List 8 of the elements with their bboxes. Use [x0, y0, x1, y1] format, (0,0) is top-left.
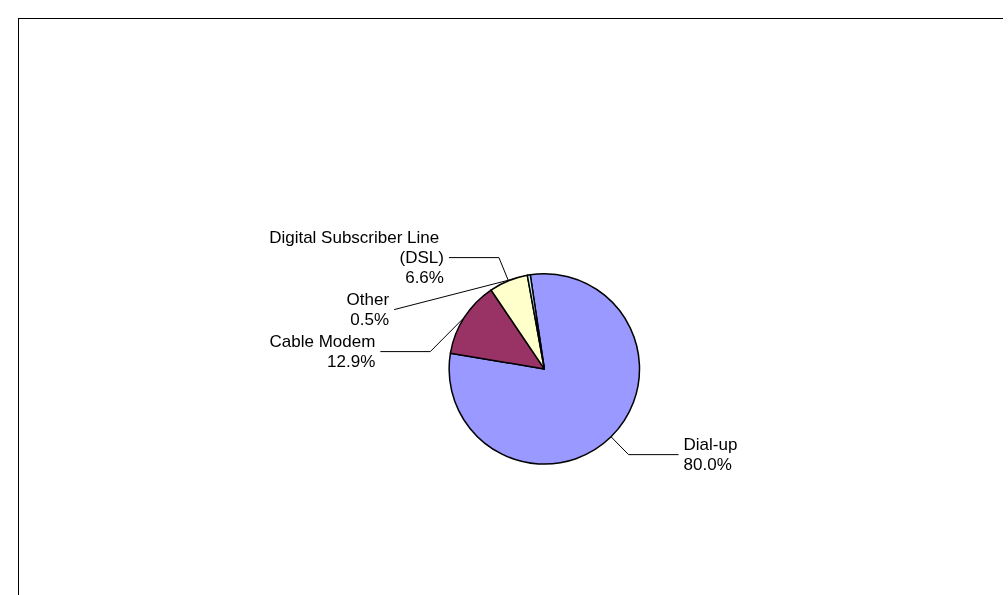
slice-label: Cable Modem: [269, 332, 376, 352]
data-label: 6.6%: [405, 268, 444, 288]
data-label: 80.0%: [683, 455, 732, 475]
data-label: 12.9%: [327, 352, 376, 372]
slice-label: Digital Subscriber Line (DSL): [269, 228, 444, 268]
data-label: 0.5%: [350, 310, 390, 330]
slice-label: Dial-up: [683, 435, 738, 455]
slice-label: Other: [346, 290, 390, 310]
